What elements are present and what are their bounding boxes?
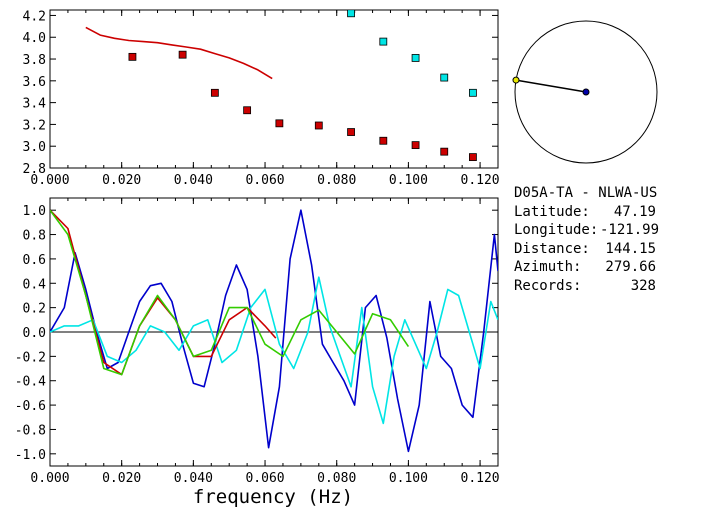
- red-data-point: [243, 106, 252, 115]
- waveform-line-plot: 0.000 0.020 0.040 0.060 0.080 0.100 0.120 1.0 0.…: [15, 197, 500, 486]
- y-tick-label: 0.0: [23, 326, 46, 341]
- red-data-point: [178, 50, 187, 59]
- plot-area: [85, 10, 477, 162]
- red-data-point: [347, 128, 355, 136]
- globe-circle: [514, 20, 658, 164]
- red-data-point: [411, 141, 420, 150]
- y-tick-label: 3.2: [23, 118, 46, 133]
- red-data-point: [128, 52, 137, 61]
- x-tick-label: 0.100: [389, 173, 428, 188]
- red-data-point: [440, 147, 449, 156]
- x-axis-title: frequency (Hz): [193, 486, 353, 508]
- green-series-line: [50, 209, 410, 376]
- station-title: D05A-TA - NLWA-US: [514, 185, 658, 201]
- station-dot: [582, 88, 590, 96]
- x-tick-label: 0.120: [461, 471, 500, 486]
- x-tick-label: 0.120: [461, 173, 500, 188]
- x-tick-label: 0.060: [245, 173, 284, 188]
- red-data-point: [275, 119, 284, 128]
- x-tick-label: 0.000: [30, 471, 69, 486]
- y-tick-label: 3.4: [23, 97, 47, 112]
- cyan-data-point: [440, 73, 449, 82]
- blue-series-line: [50, 209, 498, 453]
- x-tick-label: 0.020: [102, 471, 141, 486]
- y-tick-label: -0.2: [15, 350, 46, 365]
- velocity-scatter-plot: 0.000 0.020 0.040 0.060 0.080 0.100 0.120 2.8 3.…: [23, 9, 500, 188]
- x-tick-label: 0.040: [174, 173, 213, 188]
- station-info-panel: D05A-TA - NLWA-US Latitude: 47.19 Longit…: [514, 184, 704, 295]
- red-data-point: [210, 88, 219, 97]
- red-data-point: [314, 121, 323, 130]
- distance-label: Distance:: [514, 240, 590, 257]
- y-tick-label: 3.0: [23, 140, 46, 155]
- y-tick-label: 0.6: [23, 253, 46, 268]
- y-tick-label: 4.0: [23, 31, 46, 46]
- x-tick-label: 0.000: [30, 173, 69, 188]
- distance-row: Distance: 144.15: [514, 240, 704, 259]
- y-tick-label: -0.4: [15, 375, 46, 390]
- y-tick-label: 0.4: [23, 277, 47, 292]
- red-series-line: [50, 209, 277, 376]
- x-tick-label: 0.020: [102, 173, 141, 188]
- y-tick-label: 3.6: [23, 75, 46, 90]
- x-tick-label: 0.060: [245, 471, 284, 486]
- records-value: 328: [630, 277, 656, 294]
- x-tick-label: 0.080: [317, 173, 356, 188]
- cyan-data-point: [379, 37, 388, 46]
- y-tick-label: 1.0: [23, 204, 46, 219]
- y-tick-label: 0.2: [23, 302, 46, 317]
- latitude-row: Latitude: 47.19: [514, 203, 704, 222]
- x-tick-label: 0.040: [174, 471, 213, 486]
- latitude-value: 47.19: [613, 203, 656, 220]
- y-tick-label: 3.8: [23, 53, 46, 68]
- source-dot: [512, 76, 520, 84]
- y-tick-label: -0.8: [15, 423, 46, 438]
- longitude-value: -121.99: [600, 222, 660, 238]
- longitude-label: Longitude:: [514, 222, 599, 238]
- x-tick-label: 0.080: [317, 471, 356, 486]
- plot-area: [50, 209, 498, 453]
- longitude-row: Longitude: -121.99: [514, 221, 704, 240]
- azimuth-globe: [512, 20, 658, 164]
- cyan-data-point: [411, 54, 420, 62]
- distance-value: 144.15: [605, 240, 656, 257]
- x-tick-label: 0.100: [389, 471, 428, 486]
- azimuth-value: 279.66: [605, 259, 656, 275]
- y-tick-label: -0.6: [15, 399, 46, 414]
- y-tick-label: 4.2: [23, 9, 46, 24]
- red-series-line: [85, 26, 273, 80]
- plot-frame: [49, 9, 499, 169]
- cyan-data-point: [347, 10, 355, 18]
- azimuth-label: Azimuth:: [514, 259, 582, 275]
- cyan-series-line: [50, 276, 498, 425]
- azimuth-row: Azimuth: 279.66: [514, 258, 704, 277]
- records-row: Records: 328: [514, 277, 704, 296]
- azimuth-line: [515, 79, 587, 93]
- latitude-label: Latitude:: [514, 203, 590, 220]
- y-tick-label: -1.0: [15, 448, 46, 463]
- red-data-point: [379, 136, 388, 145]
- y-tick-label: 0.8: [23, 229, 46, 244]
- records-label: Records:: [514, 277, 582, 294]
- cyan-data-point: [469, 88, 477, 97]
- red-data-point: [469, 153, 477, 162]
- y-tick-label: 2.8: [23, 162, 46, 177]
